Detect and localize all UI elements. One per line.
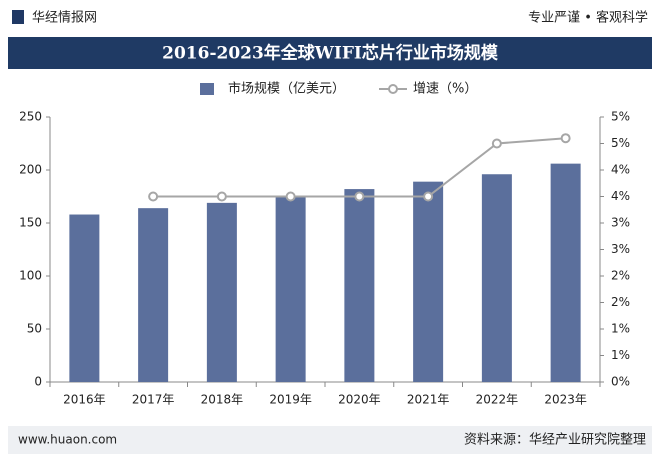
y2-tick-label: 5% — [611, 136, 630, 150]
bar — [69, 214, 100, 382]
y2-tick-label: 2% — [611, 269, 630, 283]
legend-marker — [388, 84, 398, 94]
y2-tick-label: 5% — [611, 110, 630, 124]
y-tick-label: 200 — [19, 163, 42, 177]
bar — [138, 208, 169, 382]
bar — [206, 202, 237, 382]
footer-bar — [8, 426, 652, 454]
x-tick-label: 2018年 — [201, 393, 244, 407]
y-tick-label: 50 — [27, 322, 42, 336]
line-marker — [148, 191, 159, 202]
logo-icon — [12, 10, 24, 24]
y2-tick-label: 1% — [611, 322, 630, 336]
y2-tick-label: 2% — [611, 295, 630, 309]
line-marker — [216, 191, 227, 202]
y-tick-label: 150 — [19, 216, 42, 230]
y2-tick-label: 4% — [611, 163, 630, 177]
footer-source: 资料来源：华经产业研究院整理 — [464, 433, 646, 448]
x-tick-label: 2020年 — [338, 393, 381, 407]
line-marker — [560, 133, 571, 144]
x-tick-label: 2019年 — [269, 393, 312, 407]
bar — [344, 189, 375, 382]
y2-tick-label: 3% — [611, 216, 630, 230]
y2-tick-label: 4% — [611, 189, 630, 203]
legend-swatch — [200, 83, 214, 95]
y2-tick-label: 1% — [611, 348, 630, 362]
line-marker — [354, 191, 365, 202]
slogan: 专业严谨 • 客观科学 — [528, 10, 648, 26]
legend-label: 市场规模（亿美元） — [228, 81, 345, 97]
x-tick-label: 2016年 — [63, 393, 106, 407]
chart-title: 2016-2023年全球WIFI芯片行业市场规模 — [162, 43, 499, 64]
bar — [413, 181, 444, 382]
y2-tick-label: 3% — [611, 242, 630, 256]
footer-url: www.huaon.com — [18, 433, 117, 447]
title-bar — [8, 37, 652, 69]
legend-label: 增速（%） — [413, 82, 477, 97]
y2-tick-label: 0% — [611, 375, 630, 389]
bar — [481, 174, 512, 382]
x-tick-label: 2017年 — [132, 393, 175, 407]
y-tick-label: 250 — [19, 110, 42, 124]
bar — [550, 163, 581, 382]
y-tick-label: 0 — [34, 375, 42, 389]
line-marker — [423, 191, 434, 202]
x-tick-label: 2022年 — [476, 393, 519, 407]
logo-text: 华经情报网 — [32, 11, 97, 26]
x-tick-label: 2023年 — [544, 393, 587, 407]
y-tick-label: 100 — [19, 269, 42, 283]
line-marker — [491, 138, 502, 149]
line-marker — [285, 191, 296, 202]
bar — [275, 196, 306, 382]
x-tick-label: 2021年 — [407, 393, 450, 407]
